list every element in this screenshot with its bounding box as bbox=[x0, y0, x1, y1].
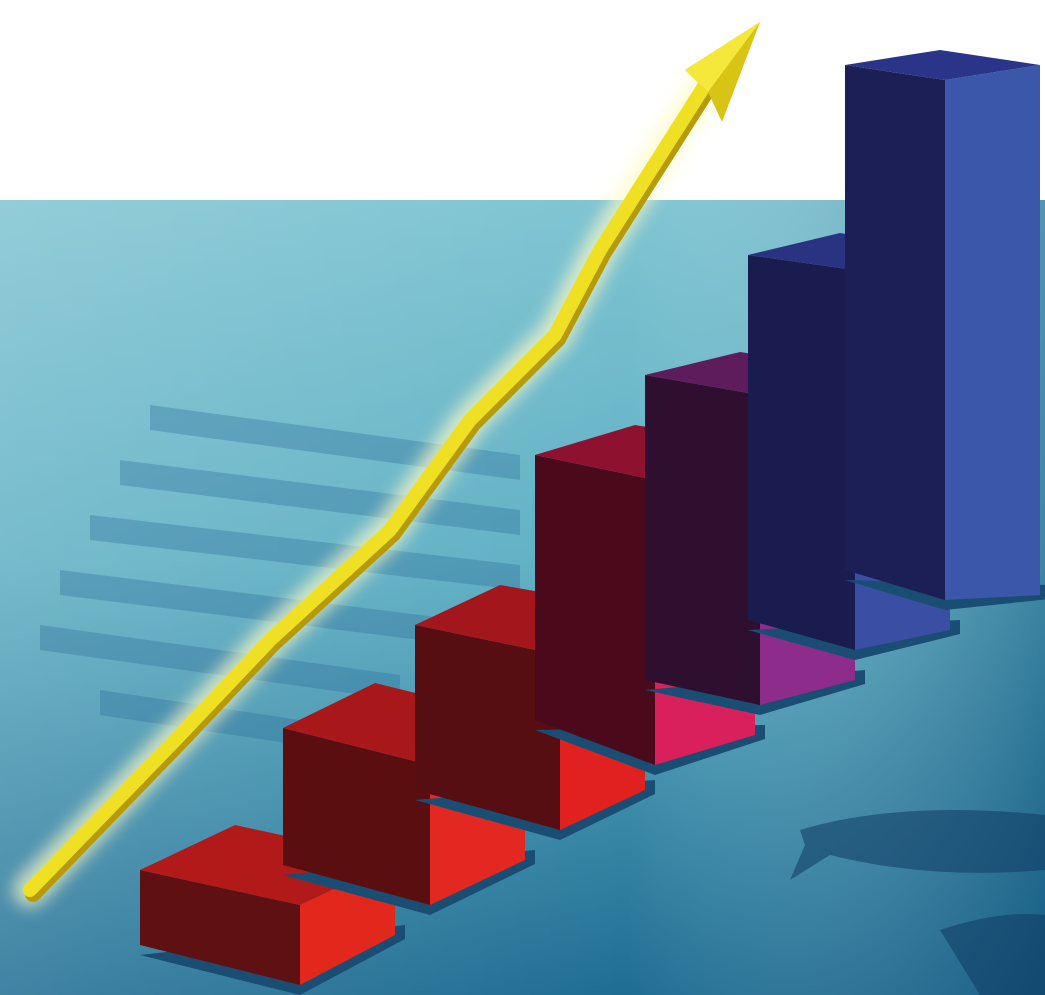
bar-side bbox=[140, 870, 300, 985]
bar-side bbox=[845, 65, 945, 600]
bar-side bbox=[645, 375, 760, 705]
bar-front bbox=[945, 65, 1040, 600]
bars bbox=[140, 50, 1045, 995]
bar-side bbox=[415, 625, 560, 830]
bar-side bbox=[535, 455, 655, 765]
bar-side bbox=[748, 255, 855, 650]
fish bbox=[790, 810, 1045, 995]
trend-arrow bbox=[13, 22, 760, 907]
bar-top bbox=[845, 50, 1040, 80]
bar-side bbox=[283, 728, 430, 905]
